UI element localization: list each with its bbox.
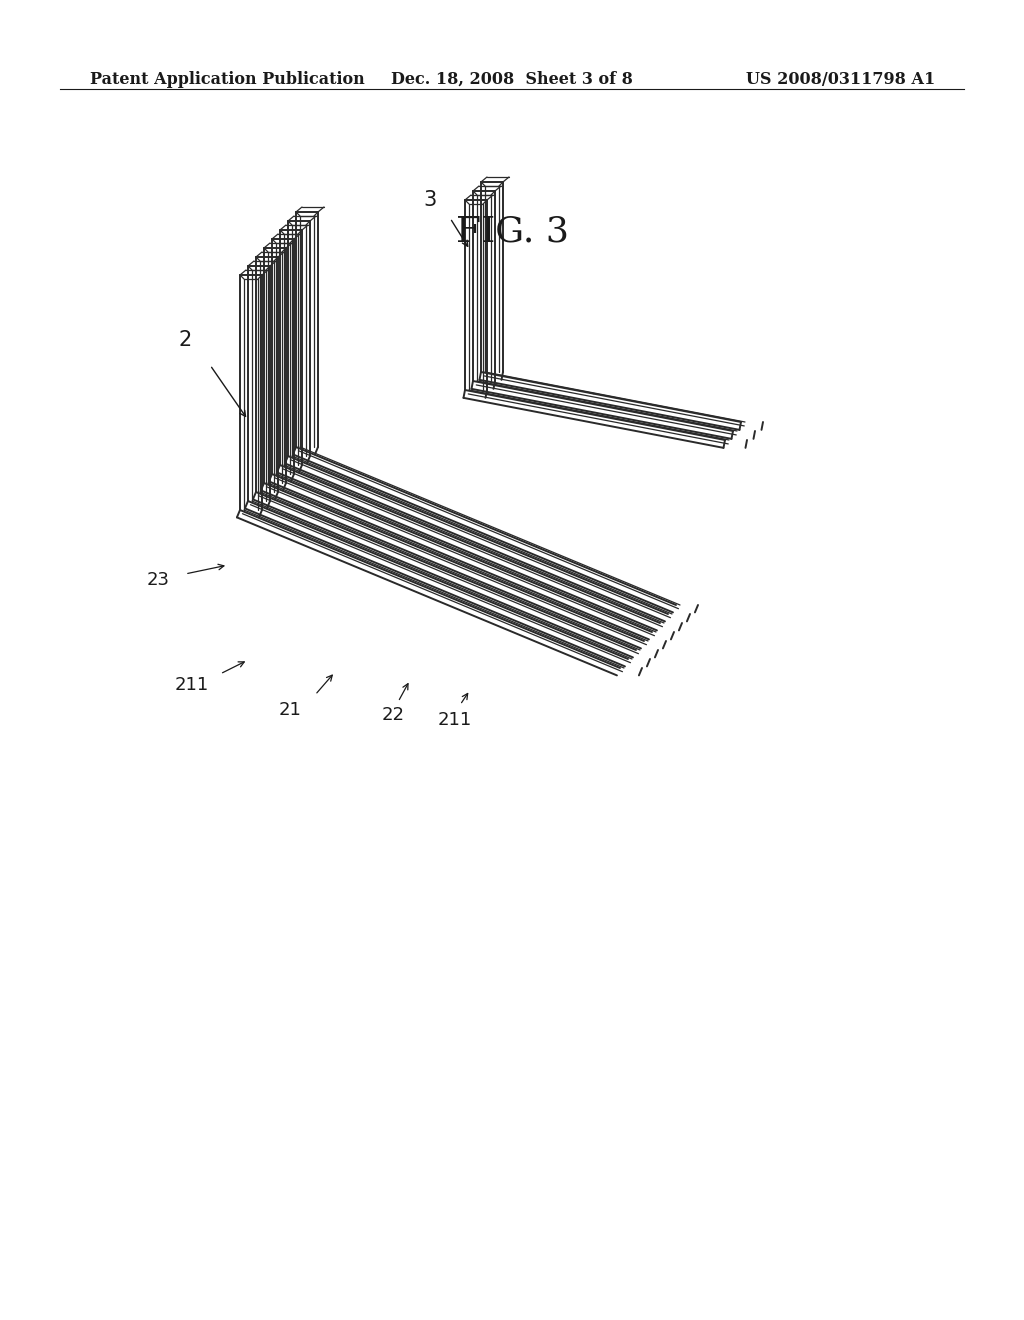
Text: 3: 3 — [423, 190, 436, 210]
Text: Dec. 18, 2008  Sheet 3 of 8: Dec. 18, 2008 Sheet 3 of 8 — [391, 71, 633, 87]
Text: 23: 23 — [146, 572, 170, 589]
Text: Patent Application Publication: Patent Application Publication — [90, 71, 365, 87]
Text: 2: 2 — [178, 330, 191, 350]
Text: 21: 21 — [279, 701, 301, 719]
Text: 22: 22 — [382, 706, 404, 723]
Text: 211: 211 — [438, 711, 472, 729]
Text: FIG. 3: FIG. 3 — [456, 214, 568, 248]
Text: US 2008/0311798 A1: US 2008/0311798 A1 — [745, 71, 935, 87]
Text: 211: 211 — [175, 676, 209, 694]
